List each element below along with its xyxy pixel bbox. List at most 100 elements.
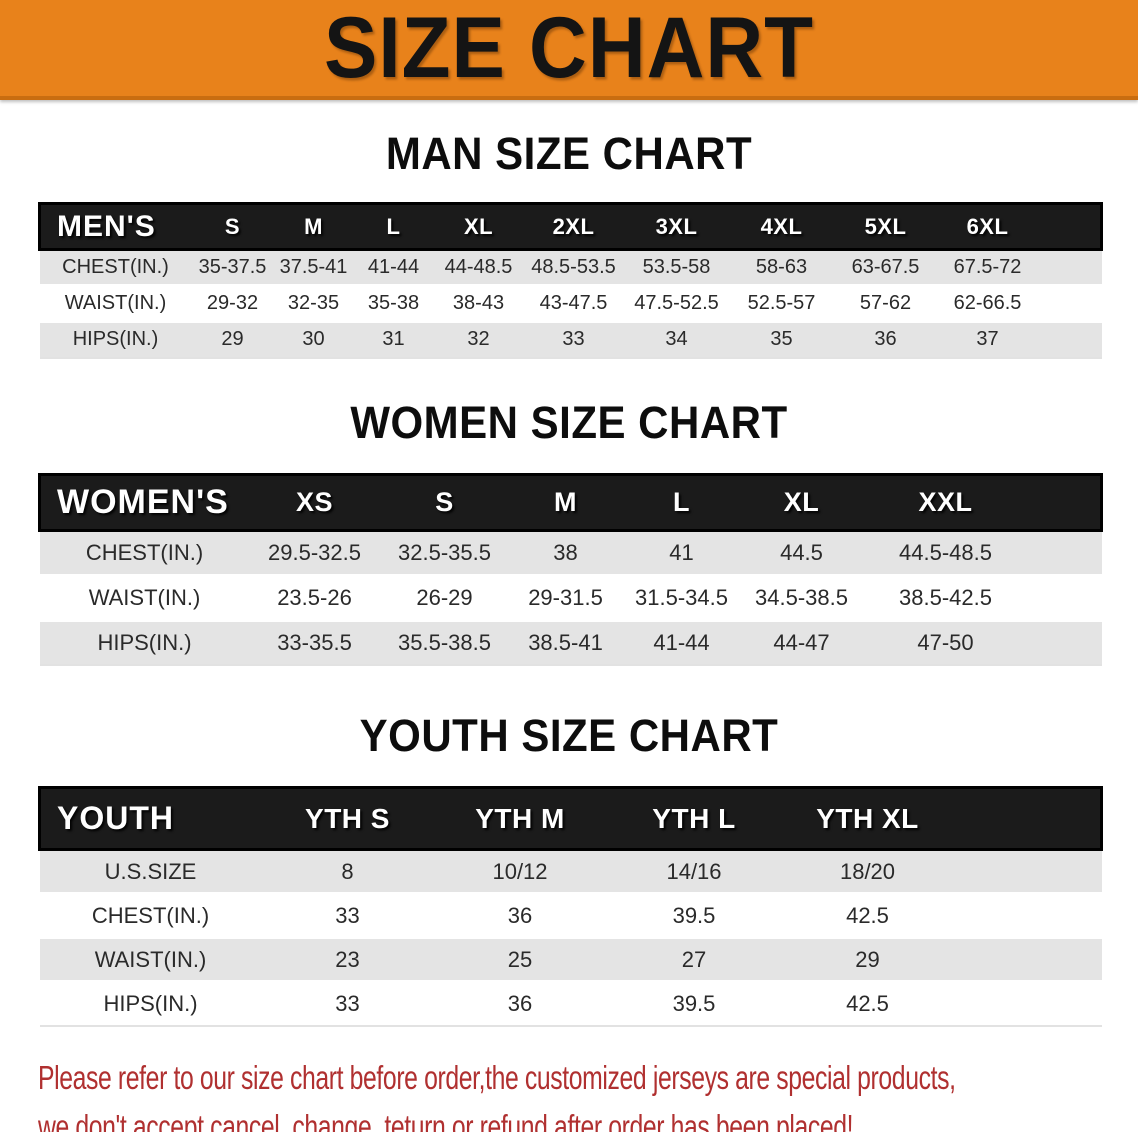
size-table-header-row: YOUTH YTH S YTH M YTH L YTH XL (38, 786, 1103, 851)
size-value-cell: 31 (353, 320, 434, 359)
size-value-cell: 44-48.5 (433, 248, 524, 286)
size-value-cell: 37 (937, 320, 1038, 359)
size-value-cell: 42.5 (781, 980, 954, 1027)
youth-size-table: YOUTH YTH S YTH M YTH L YTH XL U.S.SIZE 8 10/1… (38, 786, 1103, 1027)
measurement-row: WAIST(IN.) 23.5-26 26-29 29-31.5 31.5-34.5 34… (39, 573, 1102, 620)
measurement-row: CHEST(IN.) 29.5-32.5 32.5-35.5 38 41 44.5 44.5… (39, 528, 1102, 575)
size-value-cell: 47.5-52.5 (623, 284, 730, 322)
size-value-cell: 36 (833, 320, 938, 359)
size-value-cell: 36 (433, 980, 607, 1027)
measurement-row: WAIST(IN.) 29-32 32-35 35-38 38-43 43-47.5 47.… (39, 284, 1102, 322)
women-size-table: WOMEN'S XS S M L XL XXL CHEST(IN.) 29.5-32.5 32.… (38, 472, 1103, 666)
size-value-cell: 29-31.5 (509, 573, 622, 620)
measurement-row-label: CHEST(IN.) (39, 528, 250, 575)
size-value-cell: 32.5-35.5 (379, 528, 510, 575)
disclaimer-line-2: we don't accept cancel, change, teturn o… (38, 1108, 854, 1132)
size-value-cell: 41 (621, 528, 742, 575)
measurement-row-label: WAIST(IN.) (39, 936, 262, 982)
size-value-cell: 37.5-41 (273, 248, 354, 286)
size-value-cell: 30 (273, 320, 354, 359)
size-column-header: 6XL (937, 202, 1038, 251)
size-value-cell: 32 (433, 320, 524, 359)
size-value-cell: 44.5-48.5 (861, 528, 1030, 575)
size-value-cell: 8 (261, 848, 434, 894)
size-column-header: L (621, 472, 742, 532)
disclaimer-line-1: Please refer to our size chart before or… (38, 1058, 956, 1096)
size-value-cell: 23 (261, 936, 434, 982)
women-section-heading: WOMEN SIZE CHART (350, 396, 788, 448)
size-value-cell: 38 (509, 528, 622, 575)
size-column-header: YTH M (433, 786, 607, 851)
size-column-header: S (379, 472, 510, 532)
measurement-row: CHEST(IN.) 35-37.5 37.5-41 41-44 44-48.5 48.5… (39, 248, 1102, 286)
size-table-header-row: MEN'S S M L XL 2XL 3XL 4XL 5XL 6XL (38, 202, 1103, 251)
spacer-cell (953, 786, 1103, 851)
spacer-cell (1029, 618, 1102, 666)
measurement-row: HIPS(IN.) 29 30 31 32 33 34 35 36 37 (39, 320, 1102, 359)
spacer-cell (1029, 472, 1103, 532)
size-column-header: XL (741, 472, 862, 532)
size-value-cell: 33 (523, 320, 624, 359)
measurement-row-label: WAIST(IN.) (39, 284, 192, 322)
banner-title: SIZE CHART (324, 0, 814, 96)
size-value-cell: 23.5-26 (249, 573, 380, 620)
size-table-header-row: WOMEN'S XS S M L XL XXL (38, 472, 1103, 532)
size-value-cell: 18/20 (781, 848, 954, 894)
size-value-cell: 47-50 (861, 618, 1030, 666)
size-value-cell: 35-38 (353, 284, 434, 322)
size-column-header: YTH XL (781, 786, 954, 851)
size-column-header: S (191, 202, 274, 251)
size-value-cell: 29 (191, 320, 274, 359)
size-column-header: XL (433, 202, 524, 251)
size-value-cell: 29 (781, 936, 954, 982)
measurement-row-label: HIPS(IN.) (39, 320, 192, 359)
size-value-cell: 29-32 (191, 284, 274, 322)
size-value-cell: 32-35 (273, 284, 354, 322)
size-value-cell: 35 (729, 320, 834, 359)
size-value-cell: 52.5-57 (729, 284, 834, 322)
size-value-cell: 67.5-72 (937, 248, 1038, 286)
size-value-cell: 10/12 (433, 848, 607, 894)
size-value-cell: 38.5-42.5 (861, 573, 1030, 620)
measurement-row-label: CHEST(IN.) (39, 248, 192, 286)
measurement-row-label: U.S.SIZE (39, 848, 262, 894)
size-value-cell: 38-43 (433, 284, 524, 322)
youth-size-section: YOUTH SIZE CHART YOUTH YTH S YTH M YTH L YTH… (0, 710, 1138, 1027)
size-value-cell: 43-47.5 (523, 284, 624, 322)
spacer-cell (1037, 248, 1102, 286)
size-value-cell: 41-44 (621, 618, 742, 666)
size-value-cell: 62-66.5 (937, 284, 1038, 322)
spacer-cell (1029, 573, 1102, 620)
measurement-row: HIPS(IN.) 33 36 39.5 42.5 (39, 980, 1102, 1027)
size-value-cell: 35.5-38.5 (379, 618, 510, 666)
size-column-header: L (353, 202, 434, 251)
size-column-header: M (273, 202, 354, 251)
size-column-header: 2XL (523, 202, 624, 251)
measurement-row-label: HIPS(IN.) (39, 618, 250, 666)
size-value-cell: 36 (433, 892, 607, 938)
order-disclaimer: Please refer to our size chart before or… (38, 1053, 1138, 1132)
size-value-cell: 29.5-32.5 (249, 528, 380, 575)
youth-section-heading: YOUTH SIZE CHART (359, 710, 779, 761)
size-value-cell: 39.5 (606, 980, 782, 1027)
size-value-cell: 38.5-41 (509, 618, 622, 666)
size-column-header: XXL (861, 472, 1030, 532)
size-column-header: YTH L (606, 786, 782, 851)
size-value-cell: 31.5-34.5 (621, 573, 742, 620)
size-value-cell: 44.5 (741, 528, 862, 575)
men-size-table: MEN'S S M L XL 2XL 3XL 4XL 5XL 6XL CHEST(IN.) 35-3… (38, 202, 1103, 359)
size-value-cell: 26-29 (379, 573, 510, 620)
measurement-row-label: CHEST(IN.) (39, 892, 262, 938)
spacer-cell (1029, 528, 1102, 575)
size-value-cell: 27 (606, 936, 782, 982)
size-value-cell: 41-44 (353, 248, 434, 286)
spacer-cell (1037, 320, 1102, 359)
size-column-header: M (509, 472, 622, 532)
table-group-label: WOMEN'S (38, 472, 250, 532)
measurement-row: CHEST(IN.) 33 36 39.5 42.5 (39, 892, 1102, 938)
size-column-header: XS (249, 472, 380, 532)
size-value-cell: 39.5 (606, 892, 782, 938)
table-group-label: YOUTH (38, 786, 262, 851)
measurement-row: HIPS(IN.) 33-35.5 35.5-38.5 38.5-41 41-44 44-… (39, 618, 1102, 666)
size-value-cell: 34 (623, 320, 730, 359)
